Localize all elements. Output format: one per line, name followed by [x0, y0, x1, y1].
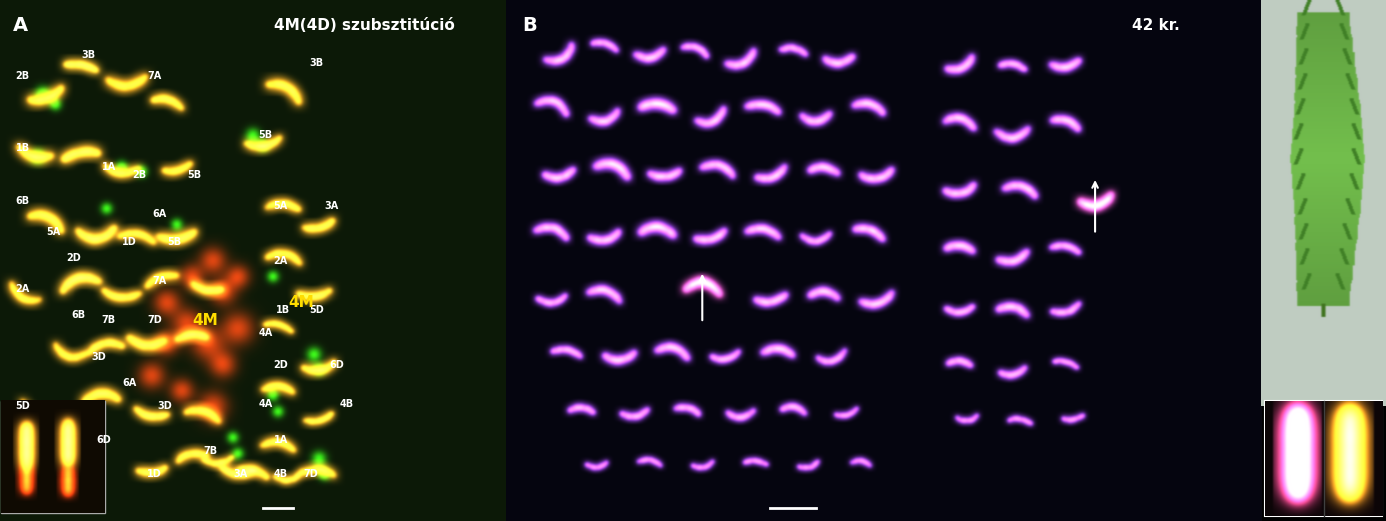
Text: 1A: 1A	[101, 162, 116, 172]
Text: 3A: 3A	[324, 201, 338, 211]
Text: 7B: 7B	[202, 445, 218, 456]
Text: 4M: 4M	[193, 313, 218, 328]
Text: 3D: 3D	[157, 401, 172, 412]
Text: 4A: 4A	[258, 328, 273, 339]
Text: 1D: 1D	[122, 237, 136, 247]
Text: 2D: 2D	[67, 253, 80, 263]
Text: 2D: 2D	[273, 359, 288, 370]
Text: 6A: 6A	[122, 378, 136, 388]
Text: 7A: 7A	[152, 276, 166, 287]
Text: 2B: 2B	[132, 169, 146, 180]
Text: 4B: 4B	[273, 469, 288, 479]
Text: 6D: 6D	[328, 359, 344, 370]
Text: 5A: 5A	[46, 227, 60, 237]
Text: 3D: 3D	[91, 352, 105, 362]
Text: 6B: 6B	[71, 310, 86, 320]
Text: 6D: 6D	[97, 435, 111, 445]
Text: 7D: 7D	[147, 315, 162, 326]
Text: 1D: 1D	[147, 469, 162, 479]
Text: 2A: 2A	[15, 284, 30, 294]
Bar	[1265, 401, 1382, 516]
Text: 6A: 6A	[152, 208, 166, 219]
Text: 1A: 1A	[273, 435, 288, 445]
Text: 7A: 7A	[147, 70, 161, 81]
Text: 2B: 2B	[15, 70, 30, 81]
Text: 4A: 4A	[258, 399, 273, 409]
Text: 6B: 6B	[15, 195, 30, 206]
Text: 5D: 5D	[15, 401, 30, 412]
Text: 42 kr.: 42 kr.	[1131, 18, 1179, 33]
Text: B: B	[523, 16, 538, 34]
Text: 5D: 5D	[309, 305, 323, 315]
Text: 5B: 5B	[259, 130, 273, 141]
Text: 4M: 4M	[288, 295, 313, 309]
Text: 3B: 3B	[309, 57, 323, 68]
Text: 1B: 1B	[15, 143, 30, 154]
Text: 4B: 4B	[340, 399, 353, 409]
Text: 5B: 5B	[168, 237, 182, 247]
Text: 7D: 7D	[304, 469, 319, 479]
Text: 7B: 7B	[101, 315, 116, 326]
Text: A: A	[12, 16, 28, 34]
Text: 1B: 1B	[276, 305, 290, 315]
Bar	[1, 401, 105, 513]
Text: 2A: 2A	[273, 255, 288, 266]
Text: 3A: 3A	[233, 469, 248, 479]
Text: 5B: 5B	[187, 169, 202, 180]
Text: 5A: 5A	[273, 201, 288, 211]
Text: 4M(4D) szubsztitúció: 4M(4D) szubsztitúció	[274, 18, 455, 33]
Text: 3B: 3B	[82, 49, 96, 60]
